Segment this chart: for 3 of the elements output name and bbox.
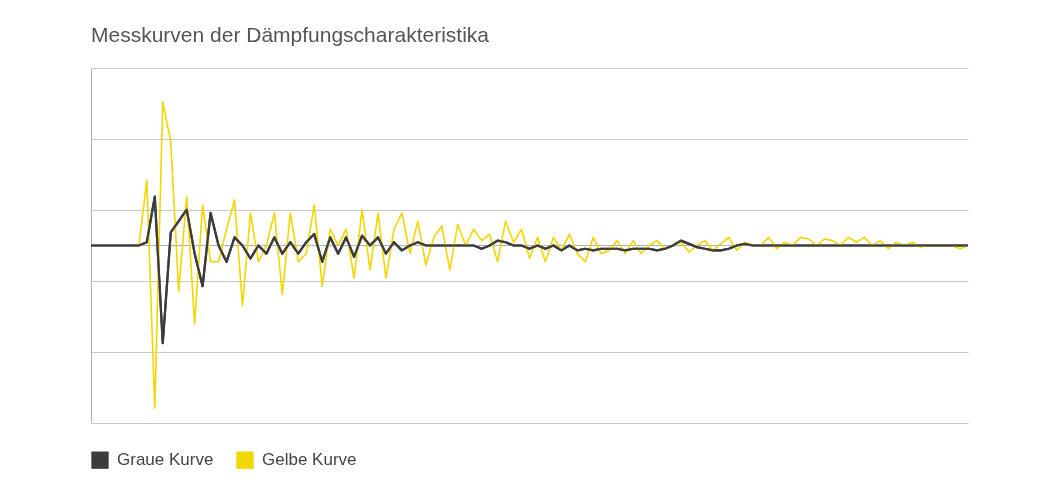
legend-label: Gelbe Kurve bbox=[262, 450, 357, 470]
legend-label: Graue Kurve bbox=[117, 450, 214, 470]
chart-title: Messkurven der Dämpfungscharakteristika bbox=[91, 23, 490, 46]
